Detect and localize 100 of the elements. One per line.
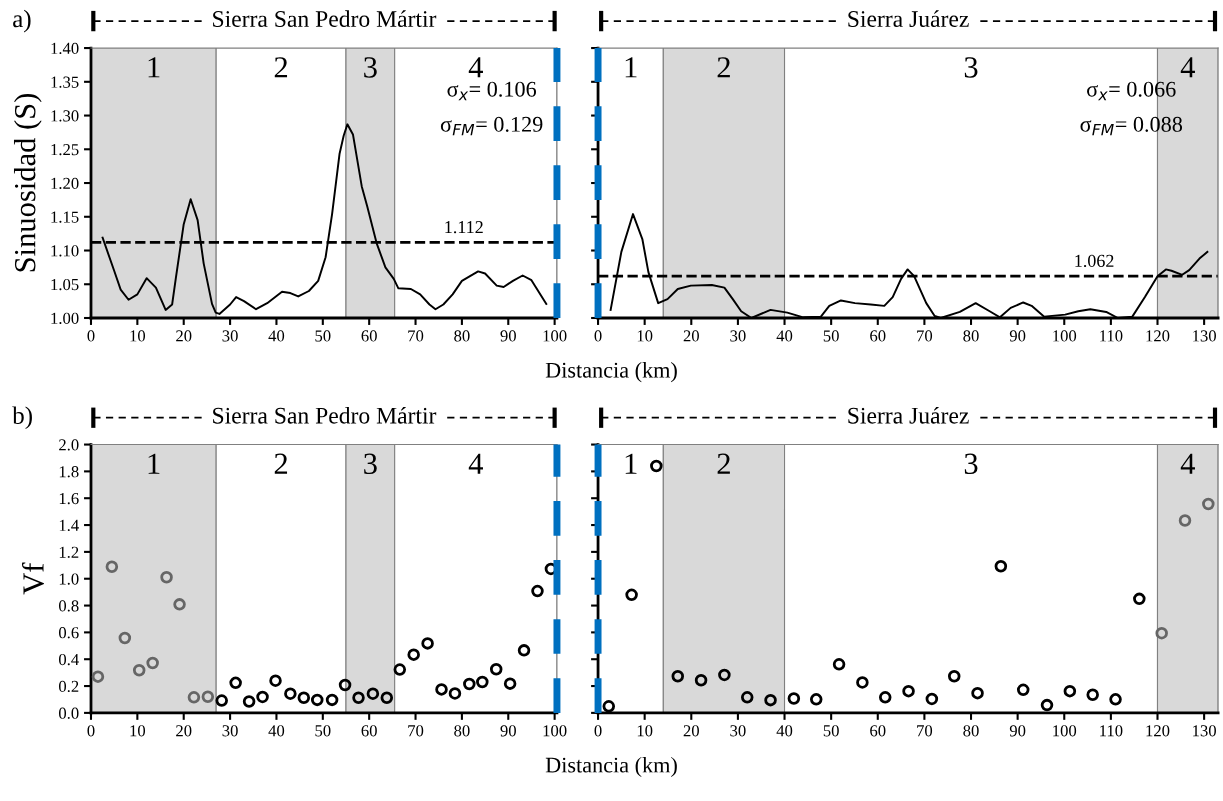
point [489, 663, 503, 676]
x-tick-label: 80 [963, 330, 979, 342]
y-axis-title: Vf [22, 562, 44, 595]
point [311, 693, 324, 707]
band-label: 4 [468, 57, 483, 78]
band-label: 1 [148, 57, 160, 78]
x-tick-label: 80 [963, 725, 979, 737]
point [215, 694, 228, 707]
point [1086, 688, 1099, 702]
y-tick-label: 1.25 [51, 144, 79, 156]
point [435, 683, 448, 696]
x-tick-label: 130 [1193, 725, 1216, 737]
y-tick-label: 1.05 [51, 278, 79, 291]
point [269, 674, 282, 687]
x-tick-label: 60 [870, 725, 886, 737]
annotation: σ$_{x}$= 0.066 [1087, 81, 1176, 101]
band-label: 3 [964, 57, 978, 78]
band-label: 1 [625, 453, 637, 474]
point [160, 571, 173, 584]
x-tick-label: 100 [543, 330, 567, 342]
band-label: 4 [1180, 453, 1195, 474]
x-tick-label: 100 [1053, 725, 1077, 737]
y-tick-label: 0.4 [58, 653, 79, 666]
band-label: 2 [717, 57, 730, 78]
band-label: 3 [364, 453, 377, 475]
point [994, 559, 1008, 573]
x-tick-label: 30 [730, 330, 746, 342]
point [856, 676, 869, 689]
x-axis-title: Distancia (km) [545, 362, 677, 383]
point [1155, 626, 1168, 640]
y-tick-label: 1.0 [59, 573, 79, 585]
x-tick-label: 120 [1146, 330, 1170, 342]
y-tick-label: 0.2 [58, 680, 79, 693]
x-tick-label: 70 [917, 725, 933, 737]
x-tick-label: 20 [176, 725, 192, 737]
x-tick-label: 10 [637, 725, 653, 737]
x-tick-label: 90 [1009, 330, 1026, 342]
chart-title: Sierra San Pedro Mártir [213, 10, 437, 27]
point [902, 684, 915, 698]
point [297, 691, 311, 704]
x-tick-label: 50 [823, 330, 839, 342]
y-axis-title: Sinuosidad (S) [13, 93, 42, 272]
point [91, 670, 105, 683]
point [671, 670, 685, 683]
point [602, 700, 616, 713]
point [1202, 497, 1215, 511]
x-tick-label: 10 [637, 330, 653, 342]
point [809, 693, 823, 706]
point [517, 644, 531, 657]
point [366, 687, 380, 700]
point [105, 560, 119, 574]
x-tick-label: 70 [408, 725, 424, 737]
x-tick-label: 110 [1100, 330, 1123, 342]
text: a) [13, 9, 31, 33]
point [947, 670, 961, 683]
x-tick-label: 30 [730, 725, 746, 737]
x-tick-label: 60 [870, 330, 886, 342]
x-tick-label: 30 [222, 330, 238, 342]
point [118, 631, 132, 645]
point [380, 691, 394, 704]
point [242, 695, 256, 708]
x-tick-label: 90 [500, 725, 516, 737]
x-tick-label: 0 [87, 725, 95, 737]
y-tick-label: 1.35 [51, 76, 79, 88]
band-label: 4 [468, 453, 483, 474]
point [352, 691, 365, 704]
x-axis-title: Distancia (km) [545, 756, 677, 778]
point [832, 658, 846, 671]
y-tick-label: 1.8 [59, 466, 79, 478]
point [338, 678, 352, 692]
point [463, 677, 476, 691]
point [531, 584, 544, 598]
x-tick-label: 10 [130, 725, 146, 737]
point [421, 637, 434, 650]
x-tick-label: 20 [683, 725, 699, 737]
point [132, 663, 146, 677]
y-tick-label: 0.0 [58, 707, 79, 719]
x-tick-label: 40 [268, 330, 285, 342]
x-tick-label: 50 [315, 725, 331, 737]
x-tick-label: 40 [776, 330, 793, 342]
x-tick-label: 0 [594, 725, 602, 737]
point [173, 598, 186, 611]
chart-title: Sierra San Pedro Mártir [213, 406, 437, 424]
point [650, 459, 663, 473]
point [1178, 514, 1192, 527]
x-tick-label: 80 [454, 330, 470, 342]
x-tick-label: 100 [1053, 330, 1077, 342]
x-tick-label: 70 [408, 330, 424, 342]
x-tick-label: 100 [543, 725, 567, 737]
point [407, 648, 420, 661]
point [625, 588, 638, 602]
x-tick-label: 90 [1009, 725, 1026, 737]
y-tick-label: 1.20 [51, 177, 79, 190]
point [1016, 683, 1030, 697]
x-tick-label: 110 [1100, 725, 1123, 737]
point [971, 686, 984, 700]
y-tick-label: 1.30 [51, 110, 79, 122]
point [284, 687, 297, 700]
x-tick-label: 10 [130, 330, 146, 342]
ref-line-label: 1.062 [1075, 254, 1114, 268]
